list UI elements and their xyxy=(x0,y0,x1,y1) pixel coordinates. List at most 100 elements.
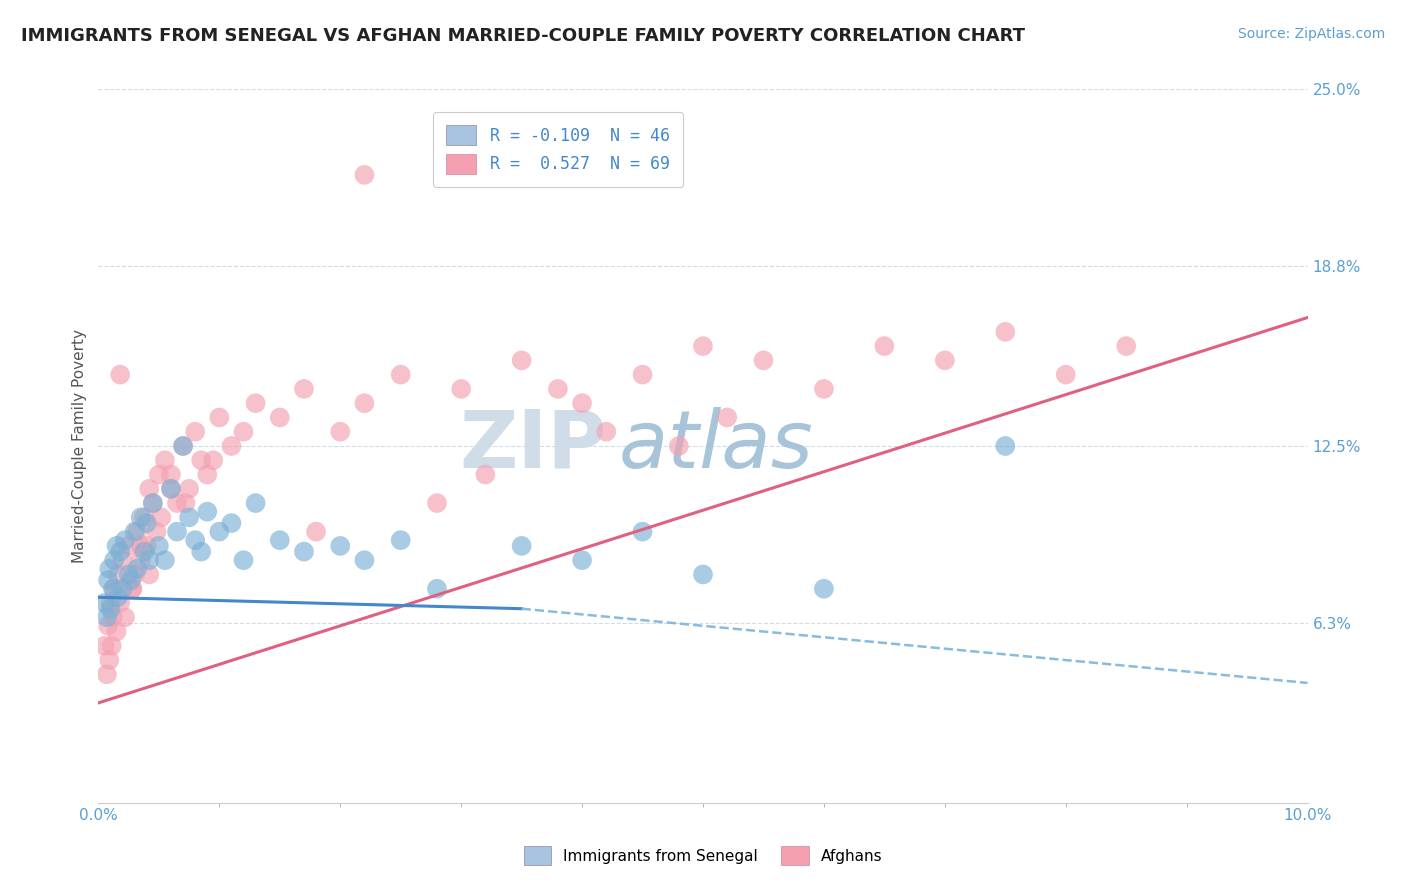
Point xyxy=(118,567,141,582)
Point xyxy=(389,533,412,548)
Point xyxy=(172,439,194,453)
Point xyxy=(96,667,118,681)
Point xyxy=(305,524,328,539)
Point xyxy=(172,439,194,453)
Point xyxy=(166,496,188,510)
Point xyxy=(994,439,1017,453)
Point xyxy=(100,601,122,615)
Point xyxy=(1115,339,1137,353)
Point xyxy=(134,544,156,558)
Point xyxy=(389,368,412,382)
Point xyxy=(135,516,157,530)
Point xyxy=(103,582,125,596)
Point xyxy=(108,368,131,382)
Point xyxy=(100,639,122,653)
Point xyxy=(245,396,267,410)
Point xyxy=(100,596,122,610)
Point xyxy=(184,425,207,439)
Point xyxy=(631,368,654,382)
Point xyxy=(202,453,225,467)
Point xyxy=(174,496,197,510)
Point xyxy=(153,553,176,567)
Point xyxy=(934,353,956,368)
Point xyxy=(813,382,835,396)
Point xyxy=(221,516,243,530)
Point xyxy=(148,539,170,553)
Point xyxy=(426,496,449,510)
Point xyxy=(450,382,472,396)
Point xyxy=(114,533,136,548)
Point xyxy=(96,610,118,624)
Point xyxy=(813,582,835,596)
Point xyxy=(129,539,152,553)
Point xyxy=(135,539,157,553)
Point xyxy=(107,567,129,582)
Point xyxy=(232,553,254,567)
Point xyxy=(692,339,714,353)
Point xyxy=(221,439,243,453)
Point xyxy=(108,596,131,610)
Point xyxy=(329,539,352,553)
Point xyxy=(571,396,593,410)
Point xyxy=(195,467,218,482)
Point xyxy=(269,533,291,548)
Point xyxy=(571,553,593,567)
Point xyxy=(127,524,149,539)
Point xyxy=(98,653,121,667)
Point xyxy=(124,567,146,582)
Point xyxy=(166,524,188,539)
Point xyxy=(190,453,212,467)
Point xyxy=(103,553,125,567)
Point xyxy=(121,582,143,596)
Point xyxy=(631,524,654,539)
Point xyxy=(292,544,315,558)
Point xyxy=(245,496,267,510)
Text: IMMIGRANTS FROM SENEGAL VS AFGHAN MARRIED-COUPLE FAMILY POVERTY CORRELATION CHAR: IMMIGRANTS FROM SENEGAL VS AFGHAN MARRIE… xyxy=(21,27,1025,45)
Point xyxy=(153,453,176,467)
Point xyxy=(1054,368,1077,382)
Point xyxy=(547,382,569,396)
Point xyxy=(595,425,617,439)
Point xyxy=(108,544,131,558)
Point xyxy=(208,524,231,539)
Point xyxy=(105,624,128,639)
Point xyxy=(160,482,183,496)
Point xyxy=(232,425,254,439)
Point xyxy=(129,553,152,567)
Point xyxy=(510,539,533,553)
Point xyxy=(190,544,212,558)
Point xyxy=(160,482,183,496)
Point xyxy=(195,505,218,519)
Point xyxy=(994,325,1017,339)
Point xyxy=(474,467,496,482)
Point xyxy=(142,496,165,510)
Point xyxy=(145,524,167,539)
Point xyxy=(148,467,170,482)
Legend: R = -0.109  N = 46, R =  0.527  N = 69: R = -0.109 N = 46, R = 0.527 N = 69 xyxy=(433,112,683,187)
Point xyxy=(111,582,134,596)
Point xyxy=(93,596,115,610)
Point xyxy=(510,353,533,368)
Point xyxy=(97,619,120,633)
Point xyxy=(142,496,165,510)
Point xyxy=(98,562,121,576)
Point xyxy=(129,510,152,524)
Point xyxy=(269,410,291,425)
Point xyxy=(692,567,714,582)
Point xyxy=(138,553,160,567)
Point xyxy=(716,410,738,425)
Point xyxy=(329,425,352,439)
Point xyxy=(426,582,449,596)
Point xyxy=(353,396,375,410)
Point xyxy=(752,353,775,368)
Point xyxy=(101,582,124,596)
Point xyxy=(120,573,142,587)
Point xyxy=(138,567,160,582)
Point xyxy=(353,553,375,567)
Text: atlas: atlas xyxy=(619,407,813,485)
Point xyxy=(121,582,143,596)
Point xyxy=(97,573,120,587)
Point xyxy=(138,482,160,496)
Point xyxy=(184,533,207,548)
Point xyxy=(668,439,690,453)
